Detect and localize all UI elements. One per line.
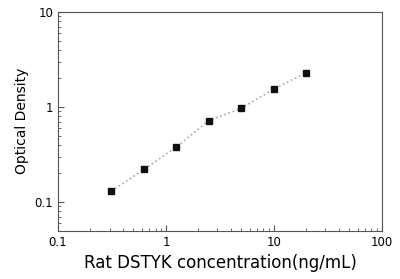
Y-axis label: Optical Density: Optical Density (15, 68, 29, 174)
X-axis label: Rat DSTYK concentration(ng/mL): Rat DSTYK concentration(ng/mL) (84, 254, 356, 272)
